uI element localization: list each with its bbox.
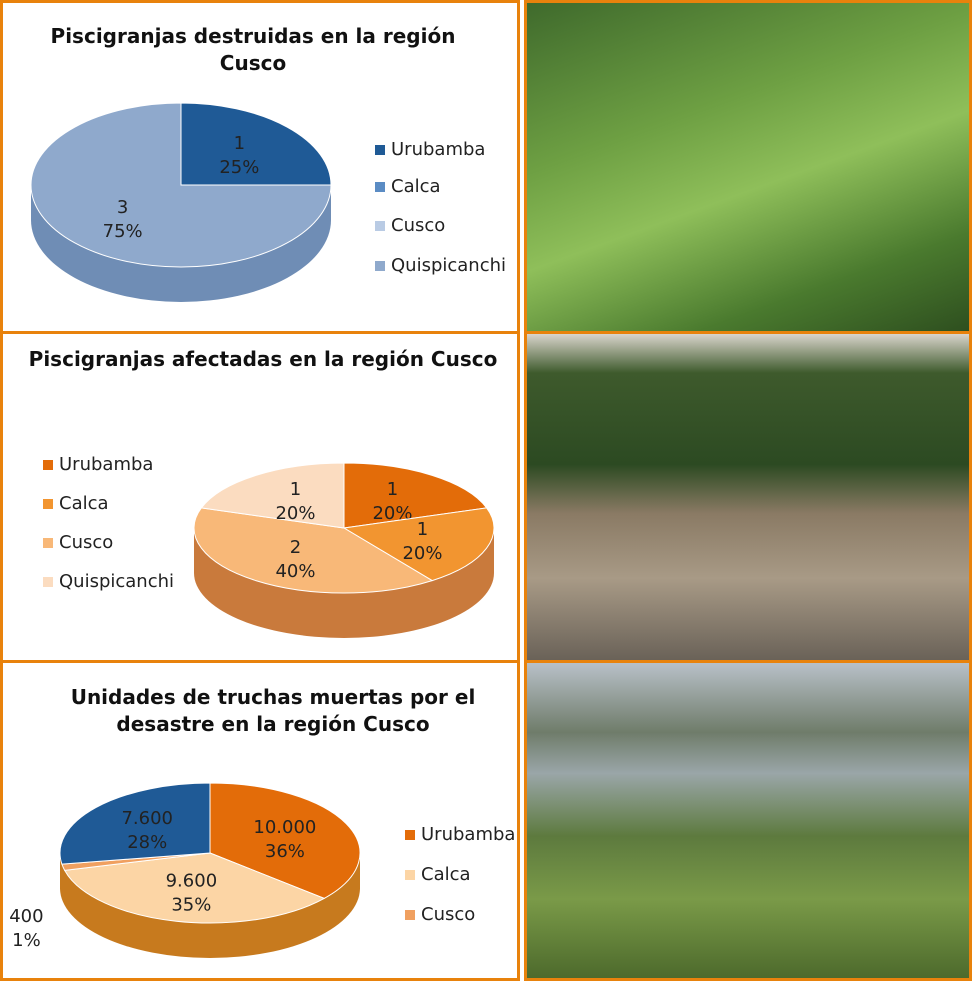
data-label-percent: 35% (171, 895, 211, 916)
legend-item: Urubamba (405, 824, 515, 845)
data-label-percent: 28% (127, 832, 167, 853)
legend-item: Calca (43, 493, 109, 514)
legend-swatch (43, 499, 53, 509)
legend-label: Cusco (59, 532, 113, 553)
data-label-value: 1 (290, 479, 301, 500)
legend-swatch (375, 145, 385, 155)
legend-label: Calca (391, 176, 441, 197)
legend-swatch (43, 460, 53, 470)
legend-swatch (375, 261, 385, 271)
legend-item: Urubamba (43, 454, 153, 475)
chart-panel: Unidades de truchas muertas por el desas… (0, 660, 520, 981)
data-label-value: 400 (9, 906, 43, 927)
legend-label: Cusco (391, 215, 445, 236)
legend-item: Quispicanchi (375, 255, 506, 276)
legend-item: Calca (405, 864, 471, 885)
data-label-percent: 1% (12, 930, 41, 951)
legend-item: Cusco (43, 532, 113, 553)
legend-label: Urubamba (421, 824, 515, 845)
photo-lake (524, 660, 972, 981)
legend-label: Quispicanchi (59, 571, 174, 592)
data-label-value: 3 (117, 197, 128, 218)
legend-swatch (375, 221, 385, 231)
chart-panel: Piscigranjas afectadas en la región Cusc… (0, 331, 520, 663)
legend-item: Cusco (375, 215, 445, 236)
page: Piscigranjas destruidas en la región Cus… (0, 0, 972, 981)
legend-item: Quispicanchi (43, 571, 174, 592)
legend-label: Urubamba (391, 139, 485, 160)
data-label-value: 7.600 (121, 808, 173, 829)
data-label-value: 1 (387, 479, 398, 500)
legend-label: Urubamba (59, 454, 153, 475)
data-label-value: 9.600 (166, 871, 218, 892)
data-label-value: 1 (234, 133, 245, 154)
legend-label: Calca (421, 864, 471, 885)
legend-item: Cusco (405, 904, 475, 925)
data-label-value: 10.000 (253, 817, 316, 838)
legend-item: Urubamba (375, 139, 485, 160)
data-label-percent: 20% (275, 503, 315, 524)
legend-swatch (43, 538, 53, 548)
legend-swatch (405, 910, 415, 920)
data-label-value: 1 (417, 519, 428, 540)
photo-river (524, 331, 972, 663)
data-label-percent: 25% (219, 157, 259, 178)
data-label-percent: 40% (275, 561, 315, 582)
chart-panel: Piscigranjas destruidas en la región Cus… (0, 0, 520, 334)
legend-label: Calca (59, 493, 109, 514)
legend-swatch (375, 182, 385, 192)
photo-fish-farm (524, 0, 972, 334)
data-label-percent: 20% (402, 543, 442, 564)
data-label-value: 2 (290, 537, 301, 558)
legend-swatch (405, 830, 415, 840)
data-label-percent: 75% (103, 221, 143, 242)
data-label-percent: 36% (265, 841, 305, 862)
legend-item: Calca (375, 176, 441, 197)
legend-swatch (43, 577, 53, 587)
legend-label: Cusco (421, 904, 475, 925)
pie-chart: 1 25% 3 75% (3, 3, 517, 334)
legend-label: Quispicanchi (391, 255, 506, 276)
legend-swatch (405, 870, 415, 880)
